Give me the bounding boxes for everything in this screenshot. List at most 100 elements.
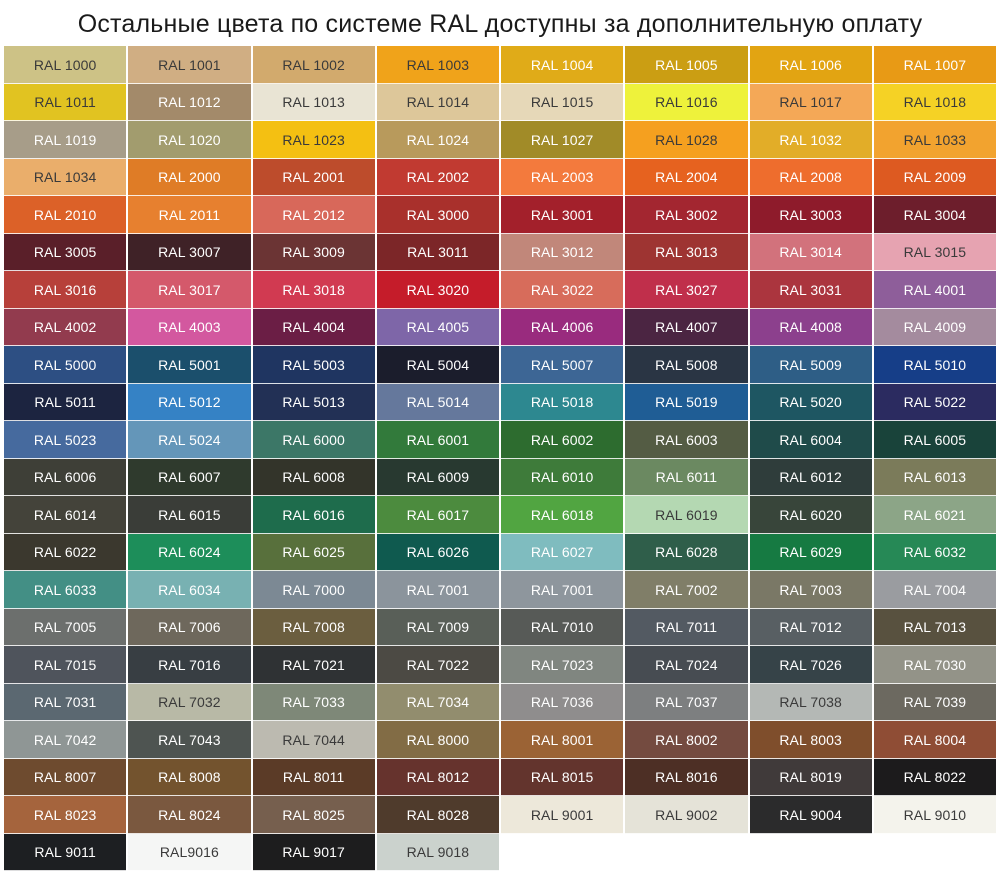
color-swatch: RAL 7012 <box>749 608 872 646</box>
color-swatch: RAL 3027 <box>625 271 748 309</box>
color-swatch: RAL 3018 <box>252 271 375 309</box>
color-swatch: RAL 1014 <box>376 83 499 121</box>
swatch-label: RAL 6021 <box>903 506 967 523</box>
color-swatch: RAL 2010 <box>4 196 127 234</box>
swatch-label: RAL 7043 <box>158 731 221 748</box>
color-swatch: RAL 3022 <box>501 271 624 309</box>
color-swatch: RAL 3007 <box>128 233 251 271</box>
color-swatch: RAL 2011 <box>128 196 251 234</box>
color-swatch: RAL 6000 <box>252 421 375 459</box>
swatch-label: RAL 3012 <box>530 244 594 261</box>
color-swatch: RAL 6032 <box>873 533 996 571</box>
swatch-label: RAL 2012 <box>282 206 345 223</box>
swatch-label: RAL 6028 <box>655 544 718 561</box>
color-swatch: RAL 7024 <box>625 646 748 684</box>
swatch-label: RAL 7036 <box>530 694 594 711</box>
swatch-label: RAL 1023 <box>282 131 345 148</box>
color-swatch: RAL 7008 <box>252 608 375 646</box>
color-swatch: RAL 7032 <box>128 683 251 721</box>
swatch-label: RAL 6002 <box>530 431 594 448</box>
swatch-label: RAL 6010 <box>530 469 594 486</box>
swatch-label: RAL 6022 <box>33 544 97 561</box>
swatch-label: RAL 9018 <box>406 844 470 861</box>
color-swatch: RAL 6011 <box>625 458 748 496</box>
swatch-label: RAL 8023 <box>33 806 97 823</box>
swatch-label: RAL 7022 <box>406 656 470 673</box>
color-swatch: RAL 5020 <box>749 383 872 421</box>
swatch-label: RAL 1020 <box>158 131 221 148</box>
color-swatch: RAL 8004 <box>873 721 996 759</box>
color-swatch: RAL 3014 <box>749 233 872 271</box>
swatch-label: RAL 6008 <box>282 469 345 486</box>
swatch-label: RAL 7001 <box>406 581 470 598</box>
color-swatch: RAL 1007 <box>873 46 996 84</box>
color-swatch: RAL 6015 <box>128 496 251 534</box>
color-swatch: RAL 8019 <box>749 758 872 796</box>
color-swatch: RAL 9018 <box>376 833 499 871</box>
swatch-label: RAL 3017 <box>158 281 221 298</box>
swatch-label: RAL 1016 <box>655 94 718 111</box>
color-swatch: RAL 6006 <box>4 458 127 496</box>
color-swatch: RAL 7006 <box>128 608 251 646</box>
swatch-label: RAL 7034 <box>406 694 470 711</box>
color-swatch: RAL 6034 <box>128 571 251 609</box>
color-swatch: RAL 3004 <box>873 196 996 234</box>
swatch-label: RAL 7033 <box>282 694 345 711</box>
color-swatch: RAL 8000 <box>376 721 499 759</box>
color-swatch: RAL 3001 <box>501 196 624 234</box>
color-swatch: RAL 7022 <box>376 646 499 684</box>
swatch-label: RAL 6027 <box>530 544 594 561</box>
swatch-label: RAL 3027 <box>655 281 718 298</box>
color-swatch: RAL 7038 <box>749 683 872 721</box>
color-swatch: RAL 8028 <box>376 796 499 834</box>
color-swatch: RAL 3009 <box>252 233 375 271</box>
swatch-label: RAL 5013 <box>282 394 345 411</box>
swatch-label: RAL 1003 <box>406 56 470 73</box>
swatch-label: RAL 6006 <box>33 469 97 486</box>
color-swatch: RAL 6013 <box>873 458 996 496</box>
color-swatch: RAL 6033 <box>4 571 127 609</box>
color-swatch: RAL 1032 <box>749 121 872 159</box>
color-swatch: RAL 1020 <box>128 121 251 159</box>
swatch-label: RAL 5022 <box>903 394 967 411</box>
color-swatch: RAL 1033 <box>873 121 996 159</box>
color-swatch: RAL 7011 <box>625 608 748 646</box>
swatch-label: RAL 4005 <box>406 319 470 336</box>
swatch-label: RAL 8016 <box>655 769 718 786</box>
color-swatch: RAL 3000 <box>376 196 499 234</box>
color-swatch: RAL 7044 <box>252 721 375 759</box>
swatch-label: RAL 4001 <box>903 281 967 298</box>
color-swatch: RAL 1024 <box>376 121 499 159</box>
color-swatch: RAL 7033 <box>252 683 375 721</box>
swatch-label: RAL 3007 <box>158 244 221 261</box>
swatch-label: RAL 6012 <box>779 469 842 486</box>
color-swatch: RAL 8023 <box>4 796 127 834</box>
color-swatch: RAL 9017 <box>252 833 375 871</box>
color-swatch: RAL 6007 <box>128 458 251 496</box>
swatch-label: RAL 1027 <box>530 131 594 148</box>
swatch-label: RAL 6009 <box>406 469 470 486</box>
color-swatch: RAL 7039 <box>873 683 996 721</box>
swatch-label: RAL 1005 <box>655 56 718 73</box>
swatch-label: RAL 3003 <box>779 206 842 223</box>
color-swatch: RAL 7030 <box>873 646 996 684</box>
color-swatch: RAL 5012 <box>128 383 251 421</box>
swatch-label: RAL 5011 <box>34 394 96 411</box>
color-swatch: RAL 4002 <box>4 308 127 346</box>
color-swatch: RAL 4008 <box>749 308 872 346</box>
swatch-label: RAL 1002 <box>282 56 345 73</box>
color-swatch: RAL 6020 <box>749 496 872 534</box>
swatch-label: RAL 7016 <box>158 656 221 673</box>
swatch-label: RAL 5007 <box>530 356 594 373</box>
color-swatch: RAL 7001 <box>501 571 624 609</box>
color-swatch: RAL 5024 <box>128 421 251 459</box>
color-swatch: RAL 5008 <box>625 346 748 384</box>
swatch-label: RAL 4006 <box>530 319 594 336</box>
swatch-label: RAL 1033 <box>903 131 967 148</box>
color-swatch: RAL 8022 <box>873 758 996 796</box>
color-swatch: RAL 8016 <box>625 758 748 796</box>
color-swatch: RAL 7042 <box>4 721 127 759</box>
color-swatch: RAL 8012 <box>376 758 499 796</box>
swatch-label: RAL 3018 <box>282 281 345 298</box>
color-swatch: RAL 6003 <box>625 421 748 459</box>
